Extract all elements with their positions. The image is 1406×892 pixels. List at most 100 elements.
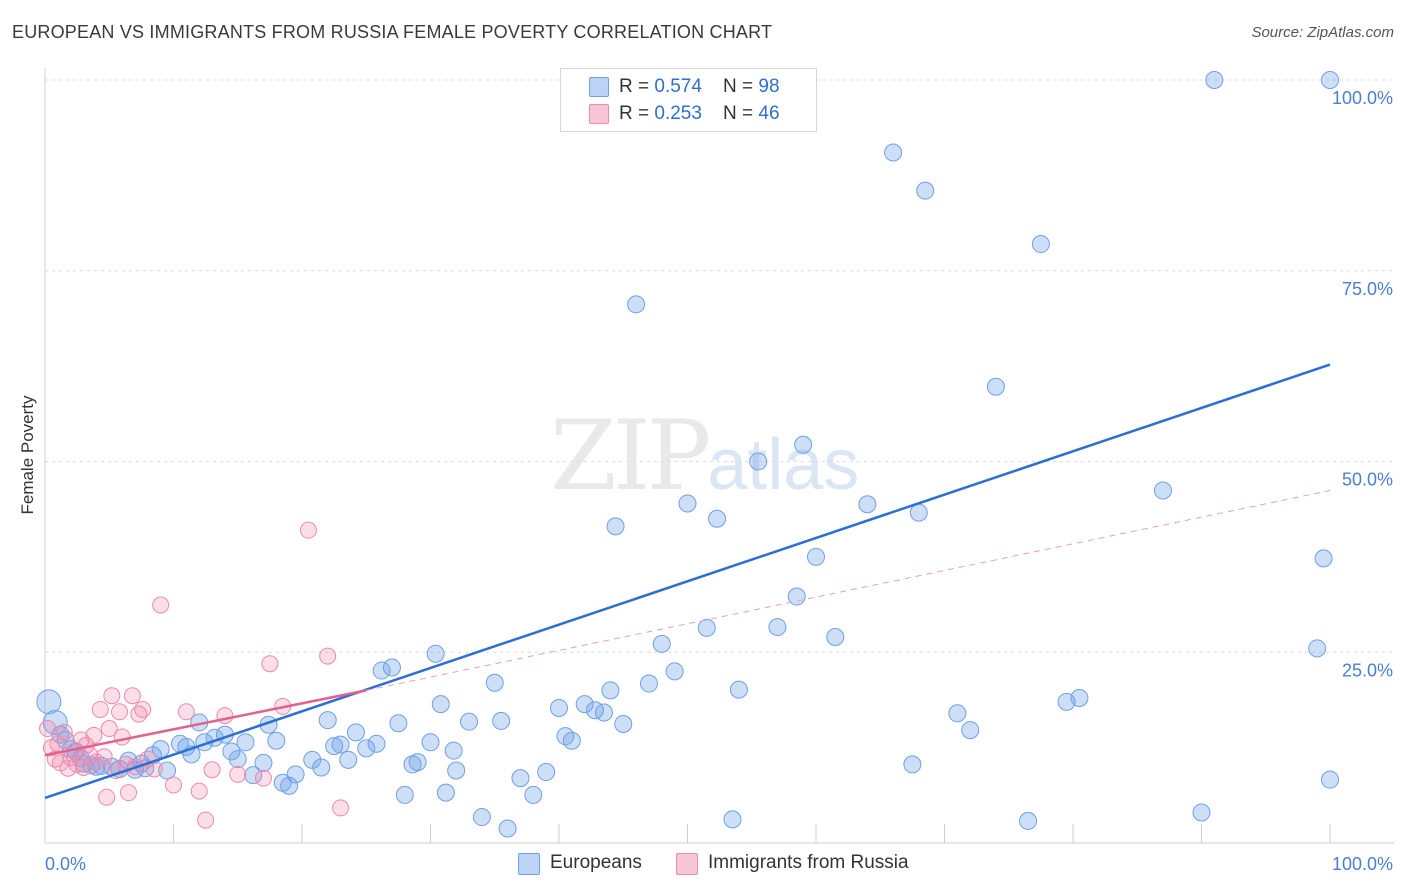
europeans-point bbox=[601, 681, 620, 700]
europeans-point bbox=[331, 735, 350, 754]
europeans-point bbox=[961, 721, 980, 740]
legend-europeans-n-label: N = bbox=[723, 76, 759, 97]
europeans-point bbox=[346, 723, 365, 742]
russia-point bbox=[319, 647, 337, 665]
russia-point bbox=[55, 723, 73, 741]
europeans-point bbox=[948, 704, 967, 723]
europeans-point bbox=[395, 785, 414, 804]
russia-point bbox=[203, 761, 221, 779]
europeans-point bbox=[614, 714, 633, 733]
russia-point bbox=[177, 703, 195, 721]
legend-russia-n-label: N = bbox=[723, 103, 759, 124]
russia-point bbox=[59, 759, 77, 777]
europeans-point bbox=[426, 644, 445, 663]
europeans-point bbox=[444, 741, 463, 760]
russia-point bbox=[98, 788, 116, 806]
russia-point bbox=[39, 720, 57, 738]
russia-trend-line bbox=[44, 689, 367, 757]
europeans-point bbox=[606, 517, 625, 536]
europeans-point bbox=[986, 377, 1005, 396]
bottom-europeans-swatch bbox=[518, 853, 540, 875]
europeans-point bbox=[903, 755, 922, 774]
europeans-point bbox=[286, 765, 305, 784]
bottom-legend-europeans-label: Europeans bbox=[550, 852, 642, 873]
watermark: ZIPatlas bbox=[550, 400, 859, 512]
russia-point bbox=[229, 765, 247, 783]
watermark-zip: ZIP bbox=[550, 400, 711, 512]
x-tick-label-right: 100.0% bbox=[1332, 854, 1393, 874]
russia-point bbox=[103, 687, 121, 705]
europeans-point bbox=[36, 689, 62, 715]
europeans-point bbox=[244, 766, 263, 785]
chart-title: EUROPEAN VS IMMIGRANTS FROM RUSSIA FEMAL… bbox=[12, 22, 773, 42]
russia-point bbox=[91, 700, 109, 718]
europeans-trend-line bbox=[44, 363, 1331, 800]
correlation-legend: R = 0.574 N = 98 R = 0.253 N = 46 bbox=[560, 68, 817, 132]
axes bbox=[44, 68, 1394, 844]
europeans-swatch bbox=[589, 77, 609, 97]
europeans-point bbox=[447, 761, 466, 780]
russia-point bbox=[85, 726, 103, 744]
legend-russia-r-label: R = bbox=[619, 103, 655, 124]
europeans-point bbox=[1321, 71, 1339, 89]
europeans-point bbox=[1153, 481, 1172, 500]
europeans-point bbox=[697, 618, 716, 637]
europeans-point bbox=[1019, 811, 1038, 830]
trend-lines bbox=[44, 363, 1331, 800]
europeans-point bbox=[42, 709, 68, 735]
europeans-point bbox=[382, 658, 401, 677]
europeans-point bbox=[556, 727, 575, 746]
europeans-point bbox=[723, 810, 742, 829]
x-tick-label-left: 0.0% bbox=[45, 854, 86, 874]
europeans-point bbox=[550, 698, 568, 717]
europeans-point bbox=[652, 634, 671, 653]
europeans-point bbox=[1031, 235, 1050, 254]
europeans-point bbox=[236, 733, 255, 752]
y-tick-label: 100.0% bbox=[1332, 88, 1393, 108]
legend-russia-text: R = 0.253 N = 46 bbox=[619, 103, 780, 125]
watermark-atlas: atlas bbox=[707, 425, 860, 505]
europeans-point bbox=[575, 695, 594, 714]
europeans-point bbox=[222, 742, 241, 761]
europeans-point bbox=[708, 509, 727, 528]
europeans-point bbox=[372, 661, 391, 680]
russia-point bbox=[111, 703, 129, 721]
europeans-point bbox=[436, 783, 455, 802]
europeans-point bbox=[749, 452, 768, 471]
russia-swatch bbox=[589, 104, 609, 124]
europeans-point bbox=[312, 758, 331, 777]
europeans-point bbox=[665, 662, 684, 681]
europeans-point bbox=[303, 750, 322, 769]
legend-europeans-n-value: 98 bbox=[758, 76, 780, 97]
europeans-point bbox=[472, 808, 491, 827]
europeans-point bbox=[254, 753, 273, 772]
russia-points bbox=[39, 521, 350, 829]
europeans-point bbox=[678, 494, 697, 513]
europeans-point bbox=[511, 769, 530, 788]
europeans-point bbox=[158, 761, 177, 780]
europeans-point bbox=[325, 737, 344, 756]
y-tick-label: 75.0% bbox=[1342, 279, 1393, 299]
y-tick-label: 25.0% bbox=[1342, 660, 1393, 680]
russia-point bbox=[299, 521, 317, 539]
europeans-point bbox=[280, 776, 299, 795]
russia-point bbox=[165, 776, 182, 794]
bottom-russia-swatch bbox=[676, 853, 698, 875]
europeans-point bbox=[524, 785, 543, 804]
source-label: Source: ZipAtlas.com bbox=[1251, 24, 1394, 41]
russia-point bbox=[120, 784, 138, 802]
europeans-point bbox=[858, 495, 877, 514]
russia-point bbox=[123, 687, 141, 705]
russia-point bbox=[134, 700, 152, 718]
russia-point bbox=[113, 728, 131, 746]
russia-point bbox=[197, 811, 215, 829]
russia-point bbox=[152, 596, 170, 614]
russia-point bbox=[254, 769, 272, 787]
russia-point bbox=[100, 720, 118, 738]
legend-europeans-r-label: R = bbox=[619, 76, 655, 97]
europeans-point bbox=[562, 731, 581, 750]
europeans-point bbox=[627, 295, 646, 314]
europeans-point bbox=[492, 711, 511, 730]
europeans-point bbox=[339, 750, 358, 769]
